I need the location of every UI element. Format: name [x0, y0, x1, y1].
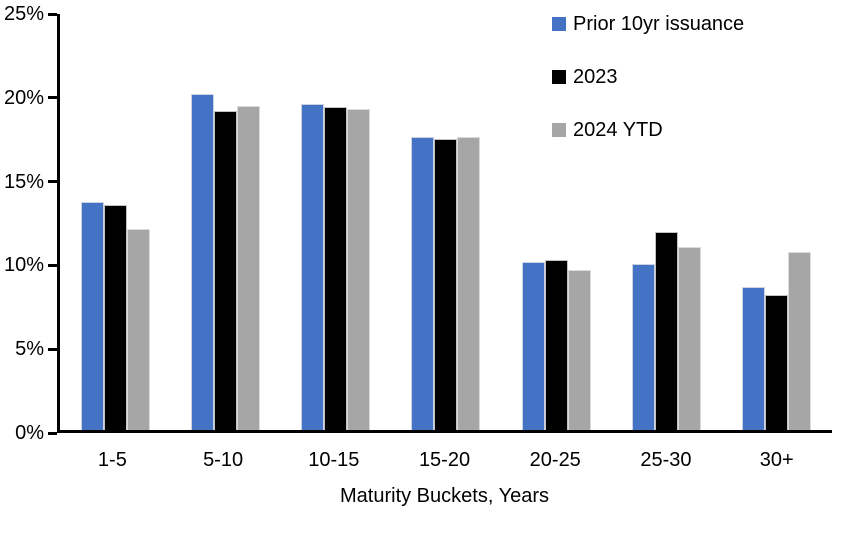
bar-2024-ytd-10-15 [347, 108, 371, 430]
bar-2023-1-5 [103, 205, 127, 430]
x-tick-label-15-20: 15-20 [418, 449, 471, 471]
x-tick-label-10-15: 10-15 [308, 449, 360, 471]
bar-2024-ytd-20-25 [567, 270, 591, 430]
bar-2024-ytd-5-10 [236, 105, 260, 430]
legend-label: 2024 YTD [573, 118, 663, 141]
x-tick-label-20-25: 20-25 [529, 449, 581, 471]
legend-item-2023: 2023 [552, 64, 744, 90]
legend-label: Prior 10yr issuance [573, 12, 745, 35]
bar-prior-10yr-issuance-10-15 [301, 103, 325, 430]
bar-2023-20-25 [544, 260, 568, 430]
bar-group-25-30 [611, 14, 721, 430]
y-tick-mark [48, 263, 57, 267]
bar-2023-15-20 [434, 138, 458, 430]
y-tick-label: 10% [3, 254, 44, 277]
bar-prior-10yr-issuance-20-25 [521, 261, 545, 430]
y-tick-label: 25% [3, 3, 44, 25]
legend-label: 2023 [573, 65, 618, 88]
x-tick-label-30+: 30+ [759, 449, 794, 471]
bar-2023-10-15 [324, 107, 348, 430]
y-axis: 0% 5% 10% 15% 20% 25% [0, 3, 57, 444]
bar-prior-10yr-issuance-30+ [742, 286, 766, 430]
y-tick-mark [48, 347, 57, 351]
legend-swatch-icon [552, 17, 566, 31]
legend: Prior 10yr issuance 2023 2024 YTD [552, 11, 744, 143]
bar-2024-ytd-30+ [788, 251, 812, 430]
y-tick-label: 5% [15, 338, 44, 361]
bar-group-30+ [722, 14, 832, 430]
bar-2023-5-10 [213, 110, 237, 430]
bar-group-20-25 [501, 14, 611, 430]
legend-item-prior-10yr-issuance: Prior 10yr issuance [552, 11, 744, 37]
bar-2024-ytd-25-30 [678, 246, 702, 430]
bar-group-10-15 [281, 14, 391, 430]
bar-group-5-10 [170, 14, 280, 430]
legend-item-2024-ytd: 2024 YTD [552, 117, 744, 143]
bar-group-15-20 [391, 14, 501, 430]
y-tick-label: 0% [15, 422, 44, 444]
legend-swatch-icon [552, 123, 566, 137]
bar-prior-10yr-issuance-1-5 [80, 202, 104, 430]
x-tick-label-1-5: 1-5 [97, 449, 127, 471]
y-tick-mark [48, 96, 57, 100]
plot-area [57, 14, 832, 433]
x-axis-title: Maturity Buckets, Years [340, 485, 549, 507]
bar-2024-ytd-15-20 [457, 137, 481, 430]
x-tick-label-25-30: 25-30 [640, 449, 692, 471]
y-tick-mark [48, 12, 57, 16]
bar-2024-ytd-1-5 [126, 228, 150, 430]
y-tick-mark [48, 180, 57, 184]
bar-prior-10yr-issuance-15-20 [411, 137, 435, 430]
bar-prior-10yr-issuance-5-10 [190, 93, 214, 430]
x-axis-labels: 1-5 5-10 10-15 15-20 20-25 25-30 30+ [57, 448, 832, 472]
x-tick-label-5-10: 5-10 [203, 449, 244, 471]
legend-swatch-icon [552, 70, 566, 84]
bar-prior-10yr-issuance-25-30 [632, 263, 656, 430]
bar-2023-25-30 [655, 231, 679, 430]
y-tick-mark [48, 431, 57, 435]
bar-group-1-5 [60, 14, 170, 430]
y-tick-label: 20% [3, 86, 44, 109]
bar-2023-30+ [765, 295, 789, 430]
y-tick-label: 15% [3, 170, 44, 193]
